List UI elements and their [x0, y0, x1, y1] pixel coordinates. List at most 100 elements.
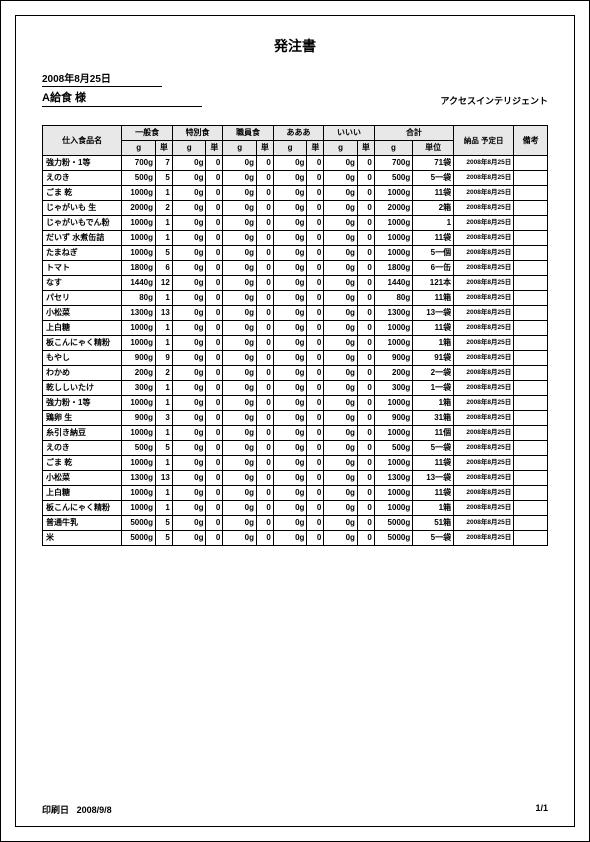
- cell-tu: 11袋: [413, 321, 454, 336]
- cell-c2g: 0g: [172, 306, 206, 321]
- cell-c5u: 0: [357, 276, 374, 291]
- cell-c5u: 0: [357, 426, 374, 441]
- cell-dd: 2008年8月25日: [454, 531, 514, 546]
- table-row: 上白糖1000g10g00g00g00g01000g11袋2008年8月25日: [43, 321, 548, 336]
- cell-c4g: 0g: [273, 396, 307, 411]
- cell-dd: 2008年8月25日: [454, 456, 514, 471]
- cell-c5u: 0: [357, 336, 374, 351]
- cell-c4g: 0g: [273, 366, 307, 381]
- cell-c4g: 0g: [273, 441, 307, 456]
- cell-name: ごま 乾: [43, 186, 122, 201]
- footer: 印刷日 2008/9/8 1/1: [42, 803, 548, 816]
- cell-c4g: 0g: [273, 306, 307, 321]
- cell-tu: 5一袋: [413, 441, 454, 456]
- cell-c3g: 0g: [223, 306, 257, 321]
- cell-c4u: 0: [307, 231, 324, 246]
- cell-c1g: 1000g: [122, 426, 156, 441]
- cell-c5g: 0g: [324, 276, 358, 291]
- cell-tg: 1000g: [374, 396, 412, 411]
- cell-tu: 1箱: [413, 336, 454, 351]
- cell-c5g: 0g: [324, 426, 358, 441]
- cell-c1g: 2000g: [122, 201, 156, 216]
- cell-nt: [514, 216, 548, 231]
- cell-c4u: 0: [307, 456, 324, 471]
- cell-c3u: 0: [256, 216, 273, 231]
- cell-tg: 1000g: [374, 456, 412, 471]
- th-cat1: 一般食: [122, 126, 172, 141]
- cell-c2u: 0: [206, 531, 223, 546]
- cell-c3g: 0g: [223, 456, 257, 471]
- cell-c3u: 0: [256, 351, 273, 366]
- cell-c3g: 0g: [223, 231, 257, 246]
- cell-dd: 2008年8月25日: [454, 351, 514, 366]
- cell-c2g: 0g: [172, 201, 206, 216]
- cell-c3g: 0g: [223, 501, 257, 516]
- cell-c3u: 0: [256, 261, 273, 276]
- cell-tu: 13一袋: [413, 306, 454, 321]
- cell-c2u: 0: [206, 426, 223, 441]
- cell-c2g: 0g: [172, 381, 206, 396]
- cell-c2g: 0g: [172, 216, 206, 231]
- table-row: 米5000g50g00g00g00g05000g5一袋2008年8月25日: [43, 531, 548, 546]
- cell-c3u: 0: [256, 156, 273, 171]
- cell-c3g: 0g: [223, 531, 257, 546]
- cell-c1u: 5: [156, 531, 173, 546]
- cell-c1g: 900g: [122, 411, 156, 426]
- cell-c1u: 1: [156, 216, 173, 231]
- cell-c3u: 0: [256, 171, 273, 186]
- cell-nt: [514, 261, 548, 276]
- cell-c4u: 0: [307, 351, 324, 366]
- cell-tg: 300g: [374, 381, 412, 396]
- cell-c5u: 0: [357, 366, 374, 381]
- cell-c5g: 0g: [324, 336, 358, 351]
- cell-c1g: 1000g: [122, 231, 156, 246]
- table-row: 乾ししいたけ300g10g00g00g00g0300g1一袋2008年8月25日: [43, 381, 548, 396]
- th-name: 仕入食品名: [43, 126, 122, 156]
- cell-c3g: 0g: [223, 396, 257, 411]
- cell-c2u: 0: [206, 201, 223, 216]
- cell-name: だいず 水煮缶詰: [43, 231, 122, 246]
- cell-c2g: 0g: [172, 456, 206, 471]
- cell-c5u: 0: [357, 531, 374, 546]
- cell-c2g: 0g: [172, 246, 206, 261]
- cell-c1u: 1: [156, 486, 173, 501]
- page-number: 1/1: [535, 803, 548, 816]
- cell-c3u: 0: [256, 441, 273, 456]
- th-u: 単: [307, 141, 324, 156]
- cell-c4g: 0g: [273, 246, 307, 261]
- cell-name: 強力粉・1等: [43, 396, 122, 411]
- cell-c4u: 0: [307, 501, 324, 516]
- cell-c2g: 0g: [172, 261, 206, 276]
- cell-c1g: 1300g: [122, 306, 156, 321]
- cell-nt: [514, 291, 548, 306]
- table-row: 強力粉・1等700g70g00g00g00g0700g71袋2008年8月25日: [43, 156, 548, 171]
- cell-c1g: 1000g: [122, 396, 156, 411]
- cell-c2u: 0: [206, 261, 223, 276]
- cell-c3u: 0: [256, 426, 273, 441]
- cell-dd: 2008年8月25日: [454, 336, 514, 351]
- cell-c5u: 0: [357, 471, 374, 486]
- cell-c3g: 0g: [223, 426, 257, 441]
- cell-name: 普通牛乳: [43, 516, 122, 531]
- table-row: 板こんにゃく精粉1000g10g00g00g00g01000g1箱2008年8月…: [43, 336, 548, 351]
- cell-name: 糸引き納豆: [43, 426, 122, 441]
- cell-c4u: 0: [307, 381, 324, 396]
- table-row: えのき500g50g00g00g00g0500g5一袋2008年8月25日: [43, 171, 548, 186]
- cell-c3g: 0g: [223, 276, 257, 291]
- th-delivery: 納品 予定日: [454, 126, 514, 156]
- cell-c1u: 1: [156, 426, 173, 441]
- cell-c1g: 700g: [122, 156, 156, 171]
- cell-nt: [514, 171, 548, 186]
- cell-tu: 2箱: [413, 201, 454, 216]
- cell-c3g: 0g: [223, 516, 257, 531]
- cell-name: 鶏卵 生: [43, 411, 122, 426]
- cell-c4u: 0: [307, 426, 324, 441]
- cell-tu: 11袋: [413, 486, 454, 501]
- cell-dd: 2008年8月25日: [454, 441, 514, 456]
- cell-c5g: 0g: [324, 246, 358, 261]
- table-row: 強力粉・1等1000g10g00g00g00g01000g1箱2008年8月25…: [43, 396, 548, 411]
- th-g: g: [273, 141, 307, 156]
- cell-dd: 2008年8月25日: [454, 201, 514, 216]
- cell-tu: 11個: [413, 426, 454, 441]
- table-row: ごま 乾1000g10g00g00g00g01000g11袋2008年8月25日: [43, 456, 548, 471]
